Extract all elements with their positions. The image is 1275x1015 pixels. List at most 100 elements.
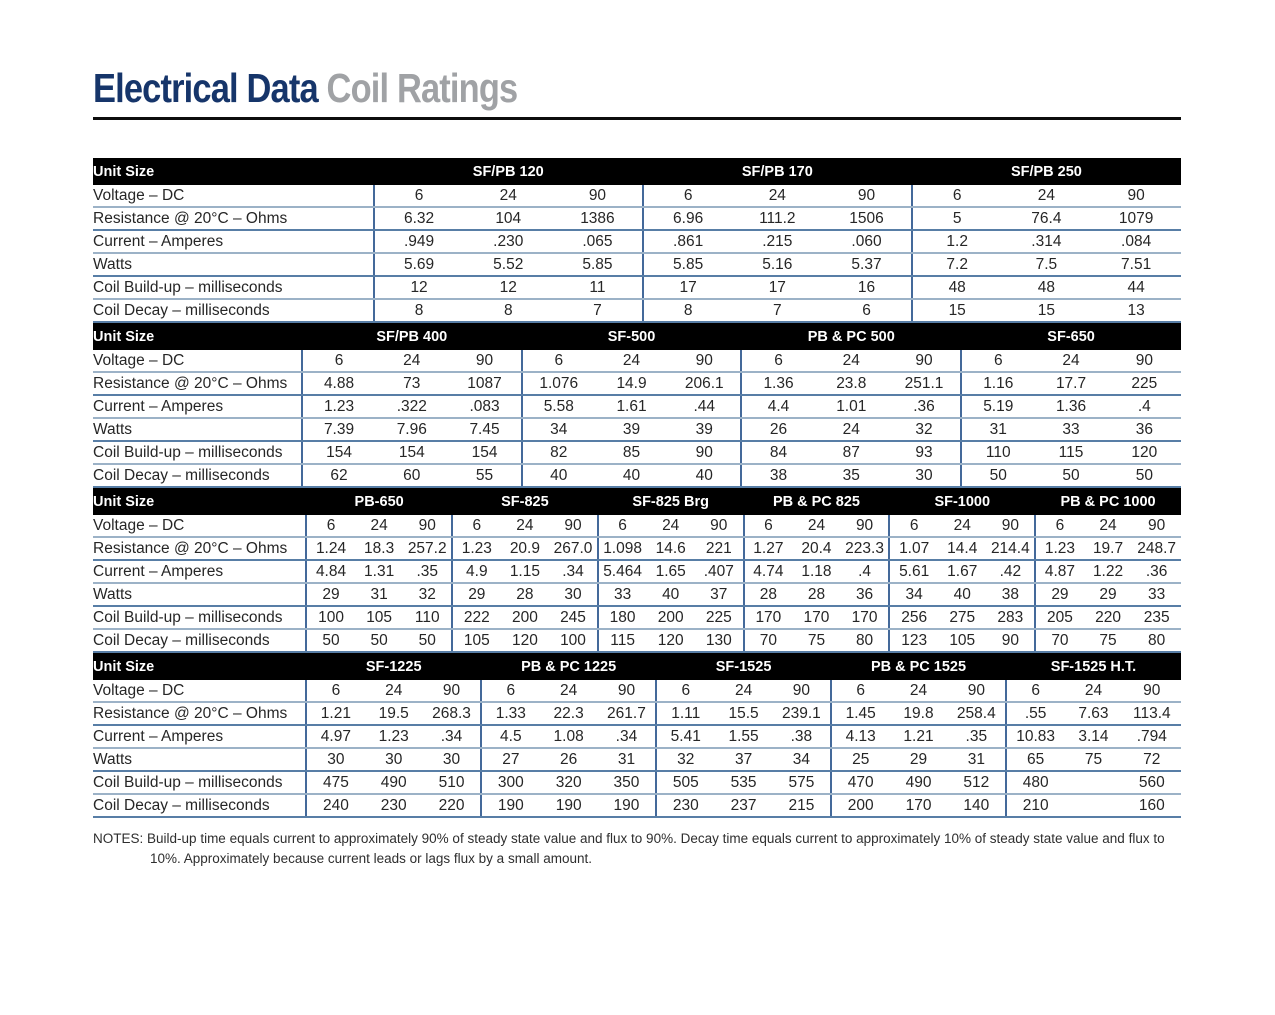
data-cell: 6.32 xyxy=(372,207,464,231)
data-cell: 1386 xyxy=(553,207,643,231)
data-cell: 105 xyxy=(937,629,987,653)
data-cell: 90 xyxy=(986,515,1036,538)
notes-label: NOTES: xyxy=(93,831,144,846)
data-cell: .4 xyxy=(1107,395,1181,419)
data-cell: 24 xyxy=(354,515,404,538)
data-cell: 55 xyxy=(448,464,522,488)
data-cell: .35 xyxy=(947,725,1006,749)
row-label: Coil Decay – milliseconds xyxy=(93,299,374,323)
data-cell: 6 xyxy=(822,299,912,323)
data-cell: 200 xyxy=(646,606,695,630)
data-cell: 100 xyxy=(305,606,355,630)
data-cell: 24 xyxy=(1064,680,1123,703)
data-cell: 90 xyxy=(448,350,522,373)
data-cell: 90 xyxy=(1122,680,1181,703)
data-cell: 170 xyxy=(840,606,890,630)
data-cell: 72 xyxy=(1122,748,1181,772)
data-cell: 1.23 xyxy=(1034,537,1084,561)
table-row: Current – Amperes 4.84 1.31.35 4.9 1.15.34 5.… xyxy=(93,560,1181,584)
data-cell: 33 xyxy=(596,583,647,607)
data-cell: 16 xyxy=(822,276,912,300)
row-label: Voltage – DC xyxy=(93,515,307,538)
data-cell: 19.7 xyxy=(1083,537,1133,561)
data-cell xyxy=(1064,771,1123,795)
page-title-secondary: Coil Ratings xyxy=(326,65,519,111)
data-cell: 6 xyxy=(742,515,793,538)
data-cell: 510 xyxy=(422,771,482,795)
data-cell: 24 xyxy=(594,350,669,373)
data-cell: 160 xyxy=(1122,794,1181,818)
data-cell: 256 xyxy=(888,606,938,630)
data-cell: 82 xyxy=(520,441,595,465)
data-cell: 19.5 xyxy=(364,702,423,726)
data-cell: 4.88 xyxy=(300,372,376,396)
data-cell: 7 xyxy=(732,299,823,323)
row-label: Voltage – DC xyxy=(93,185,374,208)
data-cell: 5.69 xyxy=(372,253,464,277)
data-cell: 230 xyxy=(364,794,423,818)
data-cell: 40 xyxy=(520,464,595,488)
table-row: Voltage – DC 6 24 90 6 24 90 6 24 90 6 24 90 6 24 90 xyxy=(93,680,1181,703)
data-cell: 1079 xyxy=(1091,207,1181,231)
data-cell: 6.96 xyxy=(641,207,733,231)
data-cell: 190 xyxy=(480,794,540,818)
group-header: PB & PC 825 xyxy=(743,488,890,515)
data-cell: 24 xyxy=(814,418,888,442)
data-cell: .065 xyxy=(553,230,643,254)
group-header: SF/PB 120 xyxy=(373,158,643,185)
data-cell: 1.65 xyxy=(646,560,695,584)
data-cell: 60 xyxy=(375,464,449,488)
data-cell: 261.7 xyxy=(597,702,657,726)
row-label: Current – Amperes xyxy=(93,395,302,419)
data-cell: .949 xyxy=(372,230,464,254)
group-header: PB & PC 1525 xyxy=(831,653,1006,680)
data-cell: 5 xyxy=(910,207,1002,231)
data-cell: 28 xyxy=(792,583,841,607)
data-cell: 29 xyxy=(1034,583,1084,607)
unit-size-header: Unit Size xyxy=(93,488,307,515)
data-cell: 120 xyxy=(646,629,695,653)
data-cell: 1.23 xyxy=(451,537,501,561)
data-cell: 80 xyxy=(840,629,890,653)
data-cell: 210 xyxy=(1004,794,1065,818)
data-cell: 90 xyxy=(597,680,657,703)
table-row: Coil Decay – milliseconds 62 60 55 40 40 40 38 3… xyxy=(93,464,1181,488)
data-cell: 40 xyxy=(668,464,742,488)
data-cell: 170 xyxy=(889,794,948,818)
data-cell: 1.11 xyxy=(655,702,715,726)
data-cell: 36 xyxy=(1107,418,1181,442)
data-cell: 512 xyxy=(947,771,1006,795)
data-cell: 6 xyxy=(740,350,815,373)
data-cell: 1.21 xyxy=(305,702,365,726)
data-cell: 24 xyxy=(500,515,550,538)
row-label: Coil Build-up – milliseconds xyxy=(93,606,307,630)
data-cell: 1.16 xyxy=(960,372,1035,396)
data-cell: 257.2 xyxy=(403,537,453,561)
data-cell: 6 xyxy=(960,350,1035,373)
data-cell: 223.3 xyxy=(840,537,890,561)
data-cell: 24 xyxy=(1083,515,1133,538)
unit-size-header: Unit Size xyxy=(93,158,374,185)
data-cell: 90 xyxy=(668,441,742,465)
data-cell: 237 xyxy=(714,794,773,818)
data-cell: 1.36 xyxy=(740,372,815,396)
group-header: SF/PB 400 xyxy=(301,323,522,350)
data-cell: 62 xyxy=(300,464,376,488)
data-cell: 4.9 xyxy=(451,560,501,584)
data-cell: 1.31 xyxy=(354,560,404,584)
data-cell: 490 xyxy=(889,771,948,795)
table-row: Voltage – DC 6 24 90 6 24 90 6 24 90 xyxy=(93,185,1181,208)
data-cell: 34 xyxy=(888,583,938,607)
data-cell: 34 xyxy=(520,418,595,442)
data-cell: 76.4 xyxy=(1001,207,1092,231)
data-cell: .55 xyxy=(1004,702,1065,726)
data-cell: 12 xyxy=(463,276,554,300)
data-cell: 90 xyxy=(1091,185,1181,208)
data-cell: 170 xyxy=(792,606,841,630)
data-cell: .44 xyxy=(668,395,742,419)
data-cell: 251.1 xyxy=(887,372,962,396)
data-cell: 480 xyxy=(1004,771,1065,795)
data-cell: 25 xyxy=(830,748,890,772)
data-cell: 29 xyxy=(305,583,355,607)
